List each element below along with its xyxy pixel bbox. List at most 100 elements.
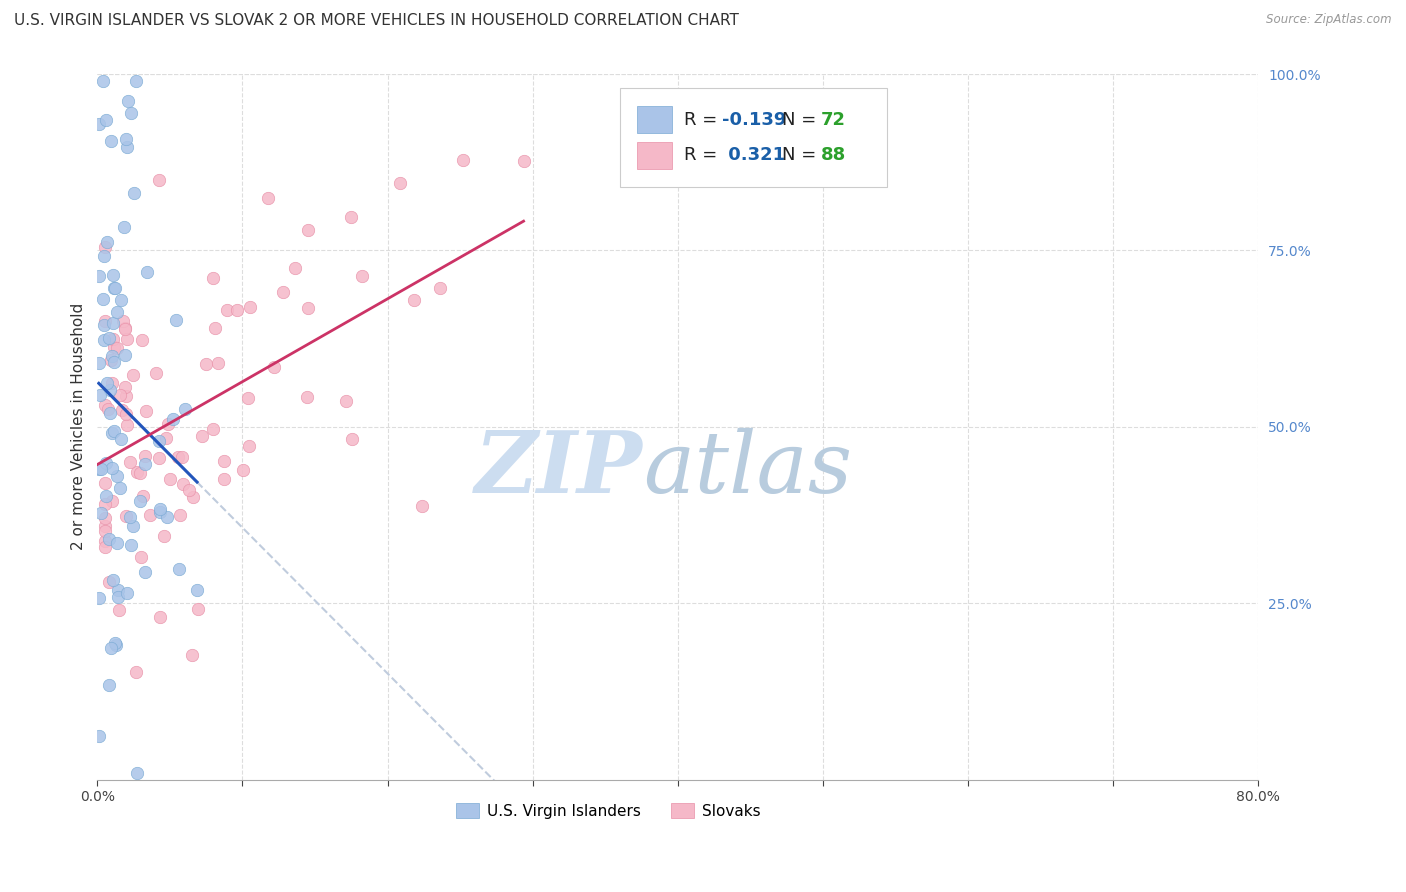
- Point: [152, 529, 174, 543]
- Point: [172, 477, 194, 491]
- Point: [108, 481, 131, 495]
- Point: [429, 281, 451, 295]
- Point: [93, 240, 115, 254]
- Point: [156, 510, 179, 524]
- Point: [451, 153, 474, 167]
- Text: R =: R =: [683, 111, 723, 128]
- Text: 88: 88: [821, 146, 846, 164]
- Point: [204, 321, 226, 335]
- Point: [202, 271, 225, 285]
- Point: [340, 210, 363, 224]
- Point: [101, 376, 124, 391]
- Point: [207, 356, 229, 370]
- Point: [512, 153, 534, 168]
- Point: [111, 403, 134, 417]
- Text: 72: 72: [821, 111, 845, 128]
- Point: [104, 635, 127, 649]
- Point: [297, 223, 319, 237]
- Point: [263, 360, 285, 375]
- Point: [335, 394, 357, 409]
- Point: [94, 511, 117, 525]
- Point: [114, 348, 136, 362]
- Point: [115, 417, 138, 432]
- Point: [112, 219, 135, 234]
- Point: [91, 292, 114, 306]
- Point: [149, 610, 172, 624]
- Point: [90, 506, 112, 520]
- Text: Source: ZipAtlas.com: Source: ZipAtlas.com: [1267, 13, 1392, 27]
- Point: [101, 426, 124, 441]
- Point: [110, 388, 132, 402]
- Point: [120, 538, 142, 552]
- Point: [402, 293, 425, 308]
- Point: [225, 302, 247, 317]
- Point: [97, 402, 120, 417]
- Point: [93, 475, 115, 490]
- Point: [93, 318, 115, 332]
- Point: [340, 432, 363, 446]
- Point: [100, 461, 122, 475]
- Point: [97, 331, 120, 345]
- Point: [98, 532, 121, 546]
- Point: [120, 105, 142, 120]
- Text: 0.321: 0.321: [721, 146, 785, 164]
- Point: [148, 434, 170, 448]
- Point: [350, 268, 373, 283]
- Point: [98, 406, 121, 420]
- Point: [162, 411, 184, 425]
- Point: [135, 265, 157, 279]
- Point: [115, 407, 138, 421]
- Point: [105, 469, 128, 483]
- Point: [103, 332, 125, 346]
- Point: [122, 368, 145, 382]
- Point: [90, 462, 112, 476]
- Text: -0.139: -0.139: [721, 111, 786, 128]
- Point: [98, 384, 121, 398]
- Point: [108, 603, 131, 617]
- Point: [100, 134, 122, 148]
- Point: [101, 268, 124, 282]
- Point: [145, 367, 167, 381]
- Point: [87, 356, 110, 370]
- Y-axis label: 2 or more Vehicles in Household: 2 or more Vehicles in Household: [72, 303, 86, 550]
- Point: [239, 300, 262, 314]
- Point: [125, 665, 148, 680]
- Point: [202, 422, 225, 436]
- Point: [212, 472, 235, 486]
- Point: [295, 391, 318, 405]
- Point: [165, 313, 187, 327]
- FancyBboxPatch shape: [637, 106, 672, 133]
- Point: [107, 590, 129, 604]
- Point: [103, 281, 125, 295]
- Point: [118, 509, 141, 524]
- Point: [93, 541, 115, 555]
- Point: [170, 450, 193, 464]
- Point: [128, 466, 150, 480]
- Point: [103, 339, 125, 353]
- Point: [127, 465, 149, 479]
- Point: [297, 301, 319, 316]
- Point: [135, 404, 157, 418]
- Point: [105, 536, 128, 550]
- Point: [284, 261, 307, 276]
- Point: [179, 483, 201, 497]
- Point: [129, 549, 152, 564]
- Point: [96, 235, 118, 250]
- Point: [114, 321, 136, 335]
- Point: [181, 490, 204, 504]
- Point: [101, 573, 124, 587]
- Point: [96, 376, 118, 390]
- Point: [238, 439, 260, 453]
- Point: [134, 449, 156, 463]
- Point: [89, 461, 111, 475]
- Point: [96, 113, 118, 128]
- Point: [93, 524, 115, 538]
- Point: [120, 455, 142, 469]
- Point: [167, 562, 190, 576]
- Point: [148, 173, 170, 187]
- Point: [89, 591, 111, 606]
- Point: [139, 508, 162, 523]
- Point: [125, 765, 148, 780]
- Point: [105, 304, 128, 318]
- Point: [212, 454, 235, 468]
